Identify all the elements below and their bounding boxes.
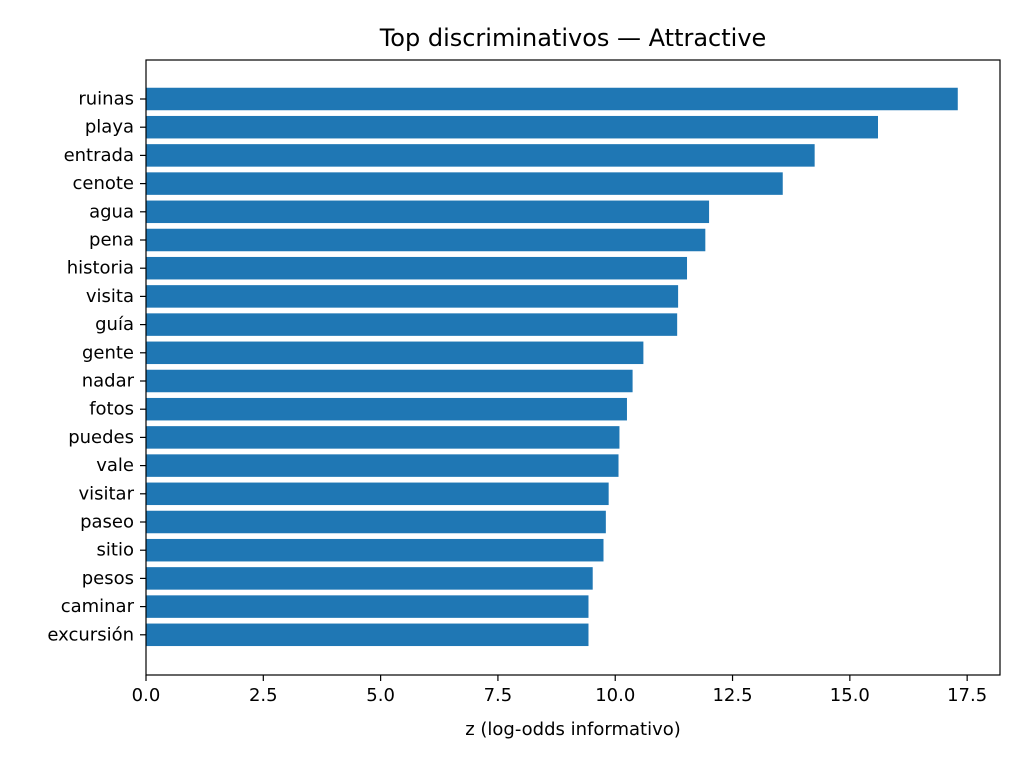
x-tick-label-3: 7.5 xyxy=(484,685,513,706)
bars-group xyxy=(146,87,958,647)
bar-3 xyxy=(146,172,783,195)
bar-12 xyxy=(146,426,620,449)
y-tick-label-0: ruinas xyxy=(78,89,134,110)
bar-11 xyxy=(146,397,627,421)
y-tick-label-1: playa xyxy=(85,117,134,138)
x-tick-label-1: 2.5 xyxy=(249,685,278,706)
y-tick-label-2: entrada xyxy=(64,145,134,166)
bar-5 xyxy=(146,228,706,252)
y-tick-label-15: paseo xyxy=(80,512,134,533)
y-tick-label-19: excursión xyxy=(47,624,134,645)
bar-6 xyxy=(146,256,688,280)
bar-2 xyxy=(146,144,815,167)
bar-16 xyxy=(146,538,604,562)
y-tick-label-10: nadar xyxy=(82,371,135,392)
y-tick-label-4: agua xyxy=(89,201,134,222)
bar-19 xyxy=(146,623,589,647)
x-axis-ticks: 0.0 2.5 5.0 7.5 10.0 12.5 15.0 17.5 xyxy=(132,675,987,706)
y-axis-ticks: ruinas playa entrada cenote agua pena historia… xyxy=(47,89,146,645)
y-tick-label-3: cenote xyxy=(72,173,134,194)
bar-10 xyxy=(146,369,633,393)
y-tick-label-17: pesos xyxy=(82,568,134,589)
bar-8 xyxy=(146,313,678,336)
y-tick-label-13: vale xyxy=(96,455,134,476)
y-tick-label-14: visitar xyxy=(78,483,134,504)
x-tick-label-7: 17.5 xyxy=(947,685,987,706)
x-axis-label: z (log-odds informativo) xyxy=(465,719,681,740)
bar-4 xyxy=(146,200,710,224)
plot-frame xyxy=(145,59,1001,676)
y-tick-label-11: fotos xyxy=(89,399,134,420)
x-tick-label-0: 0.0 xyxy=(132,685,161,706)
y-tick-label-18: caminar xyxy=(61,596,135,617)
y-tick-label-16: sitio xyxy=(97,540,134,561)
bar-18 xyxy=(146,595,589,618)
chart-title: Top discriminativos — Attractive xyxy=(379,24,767,52)
x-tick-label-6: 15.0 xyxy=(830,685,870,706)
bar-17 xyxy=(146,567,593,590)
y-tick-label-5: pena xyxy=(89,230,134,251)
x-tick-label-2: 5.0 xyxy=(366,685,395,706)
bar-9 xyxy=(146,341,644,365)
x-tick-label-4: 10.0 xyxy=(595,685,635,706)
bar-15 xyxy=(146,510,606,534)
bar-1 xyxy=(146,115,878,139)
bar-13 xyxy=(146,454,619,477)
bar-0 xyxy=(146,87,958,111)
bar-14 xyxy=(146,482,609,506)
x-tick-label-5: 12.5 xyxy=(712,685,752,706)
y-tick-label-6: historia xyxy=(67,258,134,279)
y-tick-label-9: gente xyxy=(82,342,134,363)
bar-7 xyxy=(146,285,679,308)
y-tick-label-7: visita xyxy=(86,286,134,307)
y-tick-label-12: puedes xyxy=(68,427,134,448)
y-tick-label-8: guía xyxy=(95,314,134,335)
